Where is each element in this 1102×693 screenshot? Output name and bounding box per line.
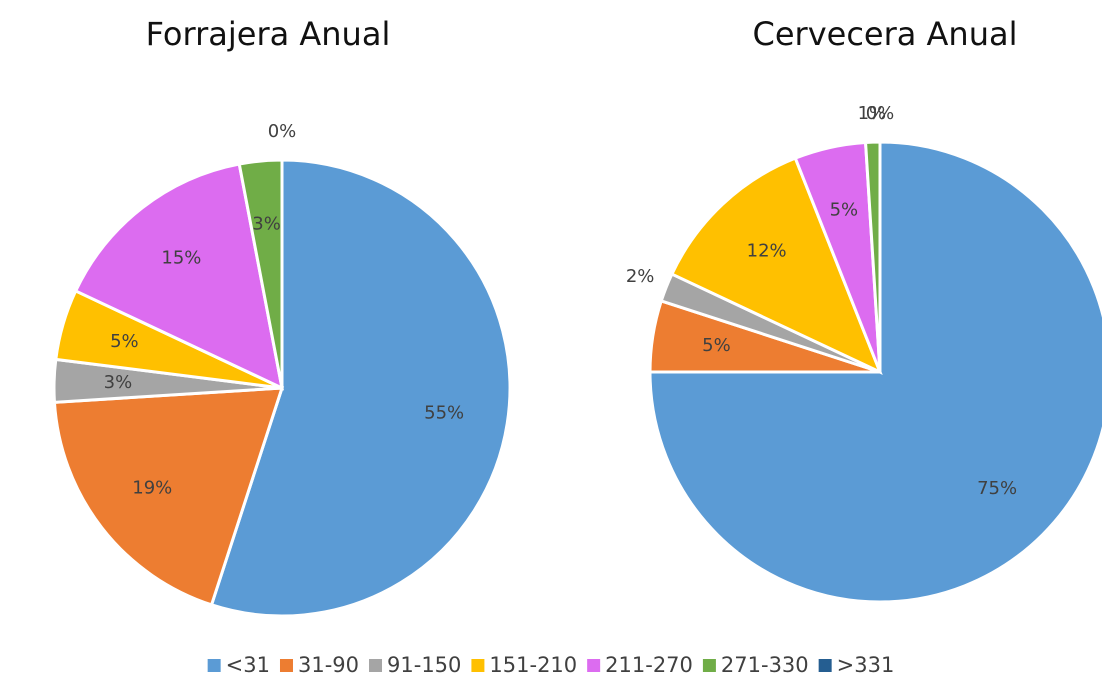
legend-swatch bbox=[818, 659, 832, 672]
data-label: 0% bbox=[268, 121, 297, 142]
legend-label: 151-210 bbox=[489, 653, 577, 677]
data-label: 15% bbox=[161, 247, 201, 268]
data-label: 3% bbox=[252, 214, 281, 235]
chart-title: Cervecera Anual bbox=[753, 15, 1018, 53]
legend-swatch bbox=[369, 659, 383, 672]
legend-swatch bbox=[207, 659, 221, 672]
legend-label: 271-330 bbox=[721, 653, 809, 677]
legend-swatch bbox=[702, 659, 716, 672]
pie-slice bbox=[237, 158, 284, 389]
chart-title: Forrajera Anual bbox=[146, 15, 391, 53]
data-label: 1% bbox=[858, 103, 887, 124]
legend-label: <31 bbox=[226, 653, 270, 677]
data-label: 75% bbox=[977, 478, 1017, 499]
data-label: 5% bbox=[702, 335, 731, 356]
legend-swatch bbox=[587, 659, 601, 672]
legend-label: >331 bbox=[837, 653, 895, 677]
data-label: 5% bbox=[830, 199, 859, 220]
legend-label: 31-90 bbox=[298, 653, 359, 677]
data-label: 0% bbox=[866, 103, 895, 124]
pie-slice bbox=[669, 156, 883, 375]
data-label: 3% bbox=[104, 372, 133, 393]
legend-swatch bbox=[279, 659, 293, 672]
data-label: 5% bbox=[110, 331, 139, 352]
pie-slice bbox=[648, 140, 1102, 604]
data-label: 55% bbox=[424, 403, 464, 424]
legend-label: 91-150 bbox=[387, 653, 461, 677]
pie-slice bbox=[73, 162, 285, 391]
data-label: 12% bbox=[747, 240, 787, 261]
pie-slice bbox=[52, 386, 285, 607]
pie-slice bbox=[209, 158, 512, 618]
legend-label: 211-270 bbox=[605, 653, 693, 677]
data-label: 2% bbox=[626, 266, 655, 287]
data-label: 19% bbox=[132, 478, 172, 499]
legend-swatch bbox=[471, 659, 485, 672]
pie-slice bbox=[863, 140, 882, 373]
